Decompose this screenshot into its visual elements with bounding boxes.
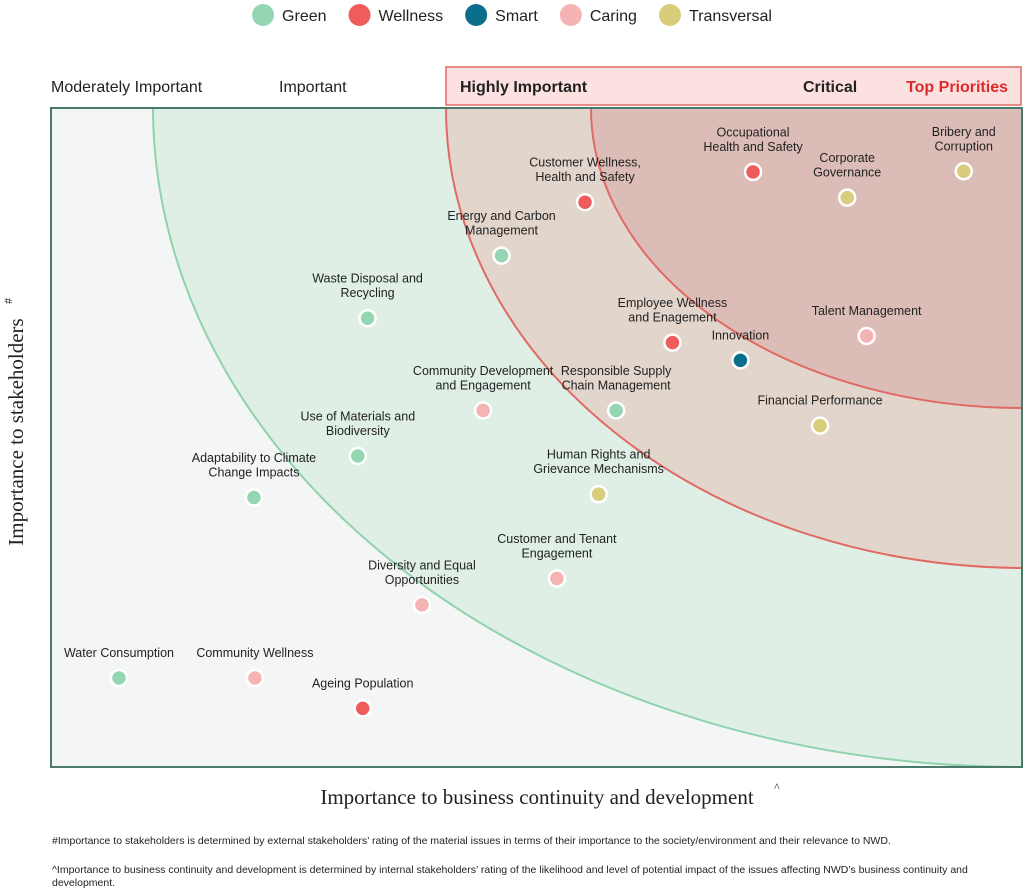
point-marker-use-of-materials-and-biodiversity (348, 446, 368, 466)
point-label-bribery-and-corruption: Bribery and Corruption (932, 125, 996, 154)
footnote-business: ^Importance to business continuity and d… (52, 864, 968, 889)
footnote-stakeholders: #Importance to stakeholders is determine… (52, 835, 891, 847)
point-marker-adaptability-to-climate-change-impacts (244, 488, 264, 507)
point-employee-wellness-and-enagement: Employee Wellness and Enagement (618, 296, 728, 352)
point-label-use-of-materials-and-biodiversity: Use of Materials and Biodiversity (301, 409, 416, 438)
point-marker-human-rights-and-grievance-mechanisms (589, 484, 608, 504)
y-axis-title: Importance to stakeholders (4, 318, 28, 545)
point-label-occupational-health-and-safety: Occupational Health and Safety (703, 125, 803, 154)
point-label-employee-wellness-and-enagement: Employee Wellness and Enagement (618, 296, 728, 325)
point-marker-community-wellness (245, 668, 265, 688)
point-water-consumption: Water Consumption (64, 646, 174, 688)
point-marker-corporate-governance (837, 188, 857, 207)
legend-item-wellness: Wellness (348, 4, 444, 26)
point-label-community-wellness: Community Wellness (196, 646, 313, 660)
point-innovation: Innovation (712, 328, 770, 370)
point-customer-wellness-health-and-safety: Customer Wellness, Health and Safety (529, 156, 641, 212)
legend-item-smart: Smart (465, 4, 538, 26)
point-label-ageing-population: Ageing Population (312, 676, 414, 690)
legend-item-transversal: Transversal (658, 4, 772, 26)
x-axis-title: Importance to business continuity and de… (320, 785, 753, 809)
point-bribery-and-corruption: Bribery and Corruption (932, 125, 996, 181)
legend-swatch-smart (465, 4, 488, 26)
zone-label-important: Important (279, 79, 347, 96)
point-community-wellness: Community Wellness (196, 646, 313, 688)
point-community-development-and-engagement: Community Development and Engagement (413, 364, 554, 420)
point-waste-disposal-and-recycling: Waste Disposal and Recycling (312, 272, 423, 328)
y-axis-title-mark: # (1, 298, 15, 304)
plot-frame (50, 107, 1023, 768)
point-marker-energy-and-carbon-management (492, 246, 511, 265)
point-label-energy-and-carbon-management: Energy and Carbon Management (447, 209, 555, 238)
legend-item-green: Green (252, 4, 327, 26)
legend-label-wellness: Wellness (379, 8, 444, 25)
point-marker-innovation (731, 351, 750, 370)
x-axis-title-mark: ^ (774, 780, 780, 794)
point-marker-water-consumption (109, 668, 129, 688)
legend-label-caring: Caring (590, 8, 637, 25)
point-financial-performance: Financial Performance (758, 394, 883, 435)
zone-label-top-priorities: Top Priorities (906, 79, 1008, 96)
point-marker-employee-wellness-and-enagement (663, 333, 682, 352)
point-label-adaptability-to-climate-change-impacts: Adaptability to Climate Change Impacts (192, 451, 316, 480)
zone-label-moderately-important: Moderately Important (51, 79, 203, 96)
point-marker-financial-performance (810, 416, 830, 435)
point-energy-and-carbon-management: Energy and Carbon Management (447, 209, 556, 265)
point-label-corporate-governance: Corporate Governance (813, 151, 881, 180)
legend-label-smart: Smart (495, 8, 538, 25)
point-adaptability-to-climate-change-impacts: Adaptability to Climate Change Impacts (192, 451, 316, 507)
point-marker-community-development-and-engagement (473, 401, 493, 420)
point-corporate-governance: Corporate Governance (813, 151, 881, 207)
zone-critical (589, 108, 1022, 410)
point-label-customer-wellness-health-and-safety: Customer Wellness, Health and Safety (529, 156, 641, 185)
legend-label-green: Green (282, 8, 326, 25)
point-customer-and-tenant-engagement: Customer and Tenant Engagement (497, 532, 617, 588)
point-marker-responsible-supply-chain-management (606, 401, 626, 420)
point-diversity-and-equal-opportunities: Diversity and Equal Opportunities (368, 558, 476, 615)
point-label-talent-management: Talent Management (812, 304, 922, 318)
materiality-chart: Green Wellness Smart Caring Transversal Mode… (1, 4, 1023, 809)
point-label-diversity-and-equal-opportunities: Diversity and Equal Opportunities (368, 558, 476, 587)
legend-label-transversal: Transversal (689, 8, 772, 25)
legend-swatch-caring (559, 4, 582, 26)
point-label-financial-performance: Financial Performance (758, 394, 883, 408)
legend-item-caring: Caring (559, 4, 637, 26)
data-points: Occupational Health and Safety Bribery and… (64, 125, 996, 718)
point-occupational-health-and-safety: Occupational Health and Safety (703, 125, 803, 182)
point-marker-customer-and-tenant-engagement (547, 569, 567, 588)
point-label-responsible-supply-chain-management: Responsible Supply Chain Management (561, 364, 672, 393)
top-zone-header-band (445, 66, 1022, 106)
point-marker-bribery-and-corruption (954, 162, 973, 181)
point-talent-management: Talent Management (812, 304, 922, 346)
point-ageing-population: Ageing Population (312, 676, 414, 718)
point-marker-talent-management (857, 326, 876, 346)
legend-swatch-wellness (348, 4, 371, 26)
point-human-rights-and-grievance-mechanisms: Human Rights and Grievance Mechanisms (533, 448, 664, 504)
point-marker-waste-disposal-and-recycling (358, 308, 377, 328)
legend-swatch-green (252, 4, 275, 26)
point-label-customer-and-tenant-engagement: Customer and Tenant Engagement (497, 532, 617, 561)
legend: Green Wellness Smart Caring Transversal (252, 4, 772, 26)
legend-swatch-transversal (658, 4, 681, 26)
point-marker-occupational-health-and-safety (743, 162, 763, 182)
point-label-water-consumption: Water Consumption (64, 646, 174, 660)
point-marker-customer-wellness-health-and-safety (575, 192, 595, 212)
point-marker-ageing-population (353, 699, 372, 718)
point-label-waste-disposal-and-recycling: Waste Disposal and Recycling (312, 272, 423, 301)
point-label-community-development-and-engagement: Community Development and Engagement (413, 364, 554, 393)
zone-label-critical: Critical (803, 79, 857, 96)
point-label-human-rights-and-grievance-mechanisms: Human Rights and Grievance Mechanisms (533, 448, 664, 477)
point-use-of-materials-and-biodiversity: Use of Materials and Biodiversity (301, 409, 416, 466)
point-responsible-supply-chain-management: Responsible Supply Chain Management (561, 364, 672, 420)
zones (151, 108, 1022, 767)
point-marker-diversity-and-equal-opportunities (412, 595, 432, 615)
zone-label-highly-important: Highly Important (460, 79, 588, 96)
point-label-innovation: Innovation (712, 328, 770, 342)
